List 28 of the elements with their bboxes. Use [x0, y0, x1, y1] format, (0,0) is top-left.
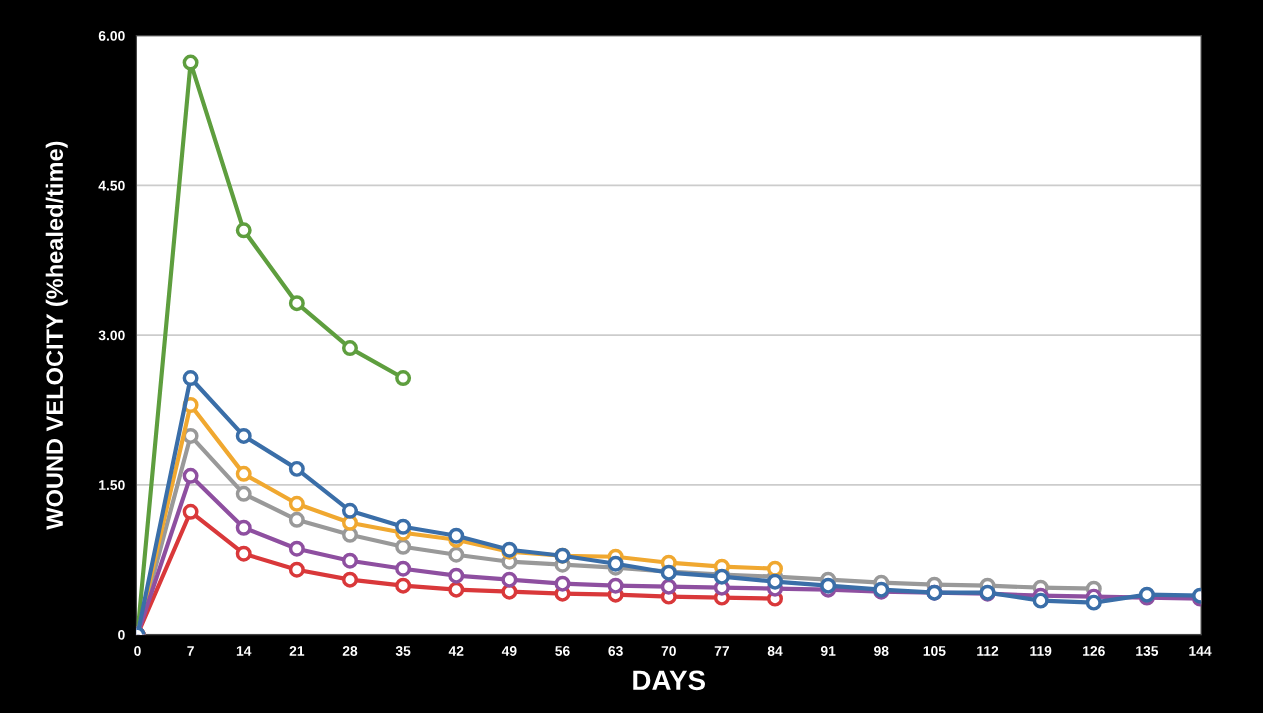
x-tick-label: 28: [342, 646, 358, 656]
x-tick-label: 56: [555, 646, 570, 656]
x-tick-label: 91: [820, 646, 836, 656]
x-tick-label: 49: [501, 646, 517, 656]
x-tick-label: 0: [134, 646, 141, 656]
y-tick-label: 6.00: [98, 30, 125, 41]
x-tick-label: 77: [714, 646, 729, 656]
x-axis-title: DAYS: [633, 670, 705, 691]
y-tick-label: 0: [118, 629, 125, 640]
x-tick-label: 21: [289, 646, 305, 656]
x-tick-label: 42: [448, 646, 464, 656]
x-tick-label: 105: [923, 646, 946, 656]
x-tick-label: 126: [1083, 646, 1105, 656]
x-tick-label: 119: [1030, 646, 1052, 656]
x-tick-label: 14: [236, 646, 252, 656]
y-tick-label: 3.00: [98, 330, 125, 341]
y-axis-title: WOUND VELOCITY (%healed/time): [45, 141, 68, 530]
x-tick-label: 144: [1189, 646, 1212, 656]
y-tick-label: 1.50: [99, 480, 125, 491]
x-tick-label: 63: [608, 646, 623, 656]
x-tick-label: 112: [977, 646, 999, 656]
x-tick-label: 135: [1136, 646, 1159, 656]
x-tick-label: 84: [767, 646, 783, 656]
x-tick-label: 98: [874, 646, 889, 656]
x-tick-label: 7: [187, 646, 194, 656]
y-tick-label: 4.50: [98, 180, 125, 191]
x-tick-label: 35: [395, 646, 411, 656]
x-tick-label: 70: [661, 646, 676, 656]
